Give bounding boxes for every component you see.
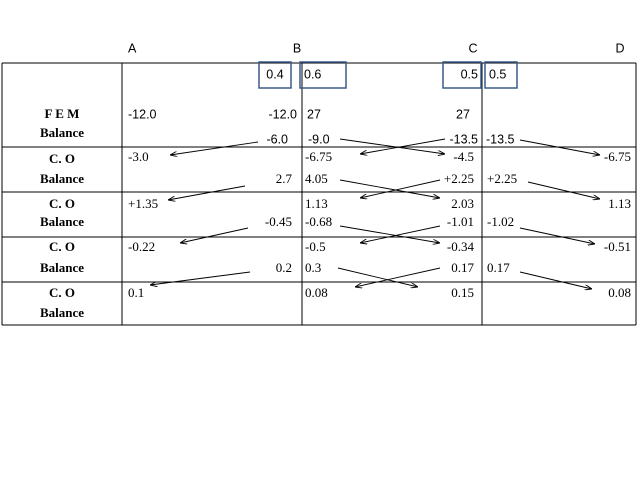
cell-value: 0.2 <box>276 260 292 275</box>
row-label: C. O <box>49 239 75 254</box>
cell-value: -0.51 <box>604 239 631 254</box>
carry-over-arrows <box>150 138 600 289</box>
cell-value: -0.34 <box>447 239 475 254</box>
df-boxes <box>258 61 518 89</box>
table-grid <box>1 62 637 326</box>
row-label: Balance <box>40 214 84 229</box>
cell-value: +2.25 <box>444 171 474 186</box>
distribution-factor: 0.5 <box>461 67 478 81</box>
cell-value: 0.17 <box>487 260 510 275</box>
cell-value: -0.45 <box>265 214 292 229</box>
cell-value: +1.35 <box>128 196 158 211</box>
row-label: C. O <box>49 285 75 300</box>
distribution-factor: 0.5 <box>489 67 506 81</box>
cell-value: -1.02 <box>487 214 514 229</box>
cell-value: 2.03 <box>451 196 474 211</box>
cell-value: -0.22 <box>128 239 155 254</box>
cell-value: 4.05 <box>305 171 328 186</box>
cell-value: -13.5 <box>450 132 479 146</box>
cell-value: -9.0 <box>308 132 330 146</box>
distribution-factor: 0.4 <box>266 67 283 81</box>
row-label: F E M <box>45 106 80 121</box>
cell-value: -4.5 <box>453 149 474 164</box>
cell-value: 0.08 <box>608 285 631 300</box>
joint-label: B <box>293 41 301 55</box>
row-label: Balance <box>40 125 84 140</box>
cell-value: -1.01 <box>447 214 474 229</box>
cell-value: -6.75 <box>305 149 332 164</box>
joint-label: A <box>128 41 137 55</box>
cell-value: -6.75 <box>604 149 631 164</box>
cell-value: +2.25 <box>487 171 517 186</box>
cell-value: -13.5 <box>486 132 515 146</box>
row-label: Balance <box>40 305 84 320</box>
row-label: C. O <box>49 196 75 211</box>
cell-value: -12.0 <box>128 107 157 121</box>
cell-value: -6.0 <box>266 132 288 146</box>
cell-value: 27 <box>307 107 321 121</box>
joint-label: C <box>468 41 477 55</box>
cell-value: -0.5 <box>305 239 326 254</box>
cell-value: -12.0 <box>269 107 298 121</box>
distribution-factor: 0.6 <box>304 67 321 81</box>
cell-value: 27 <box>456 107 470 121</box>
row-label: Balance <box>40 260 84 275</box>
cell-value: 1.13 <box>305 196 328 211</box>
texts: A B C D 0.4 0.6 0.5 0.5 F E M Balance C. O Balance C… <box>40 41 631 320</box>
cell-value: 0.17 <box>451 260 474 275</box>
cell-value: -0.68 <box>305 214 332 229</box>
cell-value: 2.7 <box>276 171 293 186</box>
cell-value: -3.0 <box>128 149 149 164</box>
joint-label: D <box>615 41 624 55</box>
cell-value: 0.1 <box>128 285 144 300</box>
cell-value: 1.13 <box>608 196 631 211</box>
cell-value: 0.15 <box>451 285 474 300</box>
cell-value: 0.3 <box>305 260 321 275</box>
row-label: Balance <box>40 171 84 186</box>
row-label: C. O <box>49 151 75 166</box>
cell-value: 0.08 <box>305 285 328 300</box>
